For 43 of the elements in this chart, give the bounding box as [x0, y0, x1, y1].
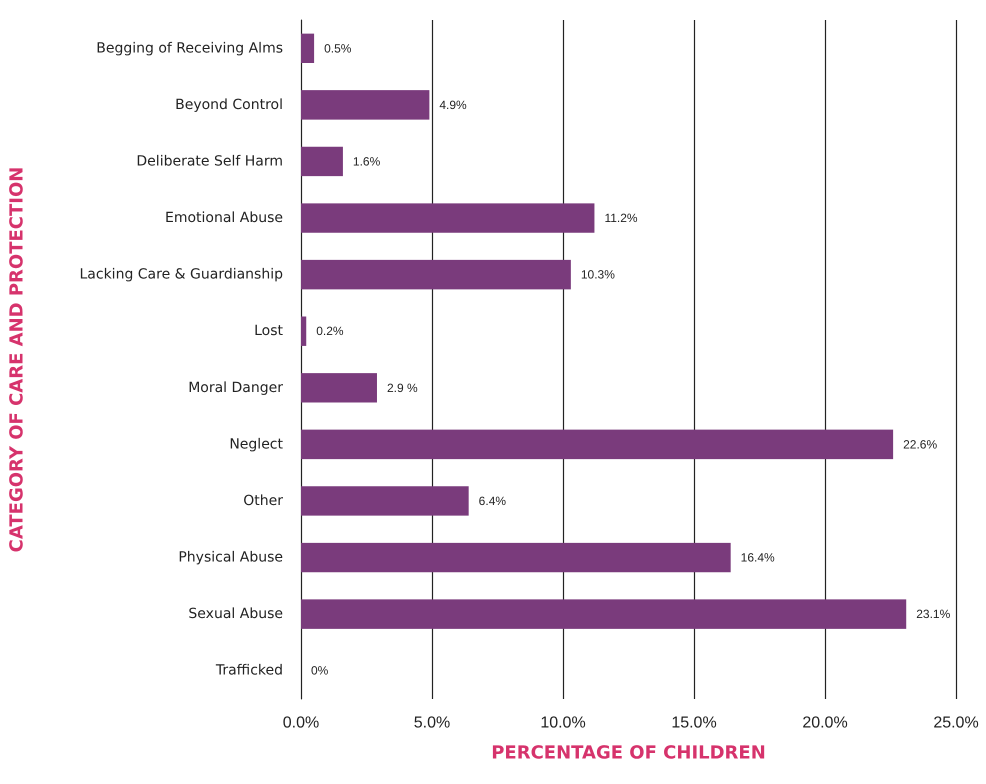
- y-tick-label: Begging of Receiving Alms: [96, 40, 283, 56]
- y-tick-label: Trafficked: [214, 662, 283, 679]
- x-tick-label: 25.0%: [933, 714, 979, 732]
- y-tick-label: Physical Abuse: [178, 550, 283, 566]
- data-label: 1.6%: [352, 154, 381, 168]
- data-label: 16.4%: [740, 550, 776, 565]
- data-label: 0.2%: [316, 324, 344, 338]
- data-label: 4.9%: [439, 98, 468, 112]
- y-tick-label: Lost: [254, 323, 284, 340]
- data-label: 0.5%: [324, 41, 352, 56]
- bar: [301, 542, 731, 572]
- y-tick-label: Beyond Control: [175, 96, 283, 113]
- data-label: 2.9 %: [386, 380, 418, 395]
- bar: [301, 486, 469, 516]
- bar: [301, 90, 430, 120]
- data-label: 6.4%: [478, 494, 506, 508]
- y-tick-label: Neglect: [229, 436, 284, 452]
- bar: [301, 260, 571, 290]
- x-tick-label: 15.0%: [671, 714, 717, 732]
- y-tick-label: Deliberate Self Harm: [136, 153, 283, 170]
- x-tick-label: 5.0%: [414, 714, 450, 732]
- bar: [301, 430, 894, 460]
- x-tick-label: 0.0%: [282, 714, 320, 732]
- y-axis-title: CATEGORY OF CARE AND PROTECTION: [6, 166, 28, 552]
- data-label: 10.3%: [580, 268, 616, 282]
- x-tick-label: 20.0%: [802, 714, 848, 732]
- bar: [301, 316, 306, 346]
- data-label: 0%: [311, 664, 329, 678]
- x-axis-title: PERCENTAGE OF CHILDREN: [491, 742, 766, 764]
- data-label: 23.1%: [916, 607, 951, 622]
- bar: [301, 34, 314, 64]
- y-tick-label: Lacking Care & Guardianship: [80, 266, 284, 283]
- data-label: 11.2%: [604, 211, 638, 226]
- y-tick-label: Moral Danger: [188, 380, 284, 396]
- data-label: 22.6%: [903, 437, 938, 452]
- bar: [301, 203, 594, 233]
- y-tick-label: Sexual Abuse: [188, 606, 283, 622]
- bar: [301, 599, 906, 629]
- y-tick-label: Other: [243, 492, 284, 509]
- x-tick-label: 10.0%: [540, 714, 586, 732]
- y-tick-label: Emotional Abuse: [164, 210, 283, 226]
- bar: [301, 146, 343, 176]
- bar: [301, 373, 377, 403]
